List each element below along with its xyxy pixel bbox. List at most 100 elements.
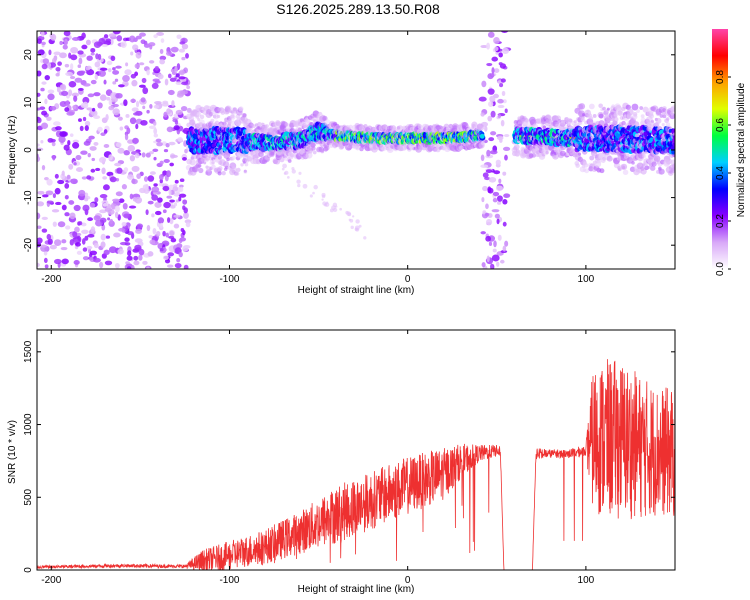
halo-blob: [614, 117, 619, 122]
noise-blob: [134, 196, 143, 204]
noise-blob: [43, 250, 48, 256]
noise-blob: [167, 89, 175, 96]
noise-blob: [93, 242, 99, 249]
noise-blob: [82, 204, 90, 212]
noise-blob: [165, 51, 173, 56]
halo-blob: [242, 113, 247, 118]
noise-blob: [93, 141, 99, 146]
noise-blob: [156, 230, 161, 237]
noise-blob: [153, 127, 158, 135]
noise-blob: [126, 174, 135, 180]
noise-blob: [114, 262, 120, 269]
noise-blob: [114, 162, 122, 167]
noise-blob: [179, 186, 184, 193]
noise-blob: [97, 102, 103, 109]
noise-blob: [486, 255, 490, 263]
noise-blob: [161, 141, 167, 146]
noise-blob: [55, 201, 62, 206]
noise-blob: [85, 39, 91, 46]
noise-blob: [175, 109, 183, 115]
noise-blob: [146, 266, 150, 269]
halo-blob: [244, 162, 249, 167]
halo-blob: [284, 122, 289, 127]
noise-blob: [154, 66, 159, 71]
noise-blob: [487, 31, 495, 38]
noise-blob: [149, 239, 156, 245]
noise-blob: [46, 233, 52, 240]
noise-blob: [41, 110, 48, 116]
halo-blob: [224, 165, 229, 170]
noise-blob: [151, 194, 159, 201]
noise-blob: [174, 179, 179, 184]
noise-blob: [88, 135, 95, 140]
noise-blob: [142, 260, 148, 265]
noise-blob: [37, 201, 45, 207]
halo-blob: [211, 164, 216, 170]
noise-blob: [77, 87, 84, 91]
noise-blob: [490, 73, 495, 78]
noise-blob: [153, 121, 157, 126]
noise-blob: [69, 133, 74, 138]
noise-blob: [124, 242, 131, 246]
noise-blob: [131, 178, 138, 185]
noise-blob: [81, 44, 88, 50]
signal-blob: [238, 132, 243, 137]
noise-blob: [482, 210, 487, 215]
noise-blob: [59, 52, 67, 59]
noise-blob: [37, 262, 40, 267]
noise-blob: [78, 221, 83, 226]
noise-blob: [154, 80, 161, 84]
noise-blob: [41, 228, 48, 233]
halo-blob: [287, 159, 292, 163]
noise-blob: [52, 221, 57, 227]
noise-blob: [145, 209, 149, 216]
noise-blob: [490, 131, 497, 136]
noise-blob: [107, 68, 112, 73]
noise-blob: [504, 240, 509, 247]
noise-blob: [74, 77, 83, 83]
halo-blob: [208, 111, 214, 117]
noise-blob: [491, 209, 500, 213]
noise-blob: [186, 85, 191, 90]
noise-blob: [120, 41, 127, 48]
noise-blob: [488, 137, 495, 142]
noise-blob: [81, 176, 87, 180]
noise-blob: [127, 145, 136, 152]
halo-blob: [235, 171, 240, 176]
noise-blob: [121, 221, 127, 227]
halo-blob: [289, 153, 294, 158]
noise-blob: [175, 81, 183, 86]
noise-blob: [103, 144, 110, 148]
halo-blob: [312, 150, 317, 155]
halo-blob: [236, 167, 241, 173]
halo-blob: [311, 146, 316, 151]
noise-blob: [119, 126, 124, 131]
noise-blob: [64, 38, 68, 46]
noise-blob: [91, 157, 96, 162]
noise-blob: [63, 31, 71, 37]
noise-blob: [138, 62, 145, 66]
noise-blob: [491, 67, 495, 74]
noise-blob: [115, 92, 123, 99]
noise-blob: [41, 63, 48, 70]
noise-blob: [487, 115, 493, 122]
noise-blob: [180, 90, 188, 95]
noise-blob: [123, 167, 129, 173]
noise-blob: [71, 37, 80, 41]
noise-blob: [94, 197, 99, 203]
noise-blob: [482, 185, 488, 192]
noise-blob: [59, 84, 65, 90]
noise-blob: [178, 48, 186, 53]
noise-blob: [151, 186, 160, 193]
noise-blob: [80, 102, 86, 108]
noise-blob: [185, 221, 191, 228]
noise-blob: [126, 255, 133, 261]
noise-blob: [131, 107, 139, 112]
halo-blob: [578, 103, 586, 110]
noise-blob: [82, 83, 91, 87]
noise-blob: [178, 76, 186, 80]
noise-blob: [84, 235, 89, 241]
noise-blob: [147, 200, 154, 205]
noise-blob: [56, 86, 61, 93]
noise-blob: [102, 184, 110, 191]
